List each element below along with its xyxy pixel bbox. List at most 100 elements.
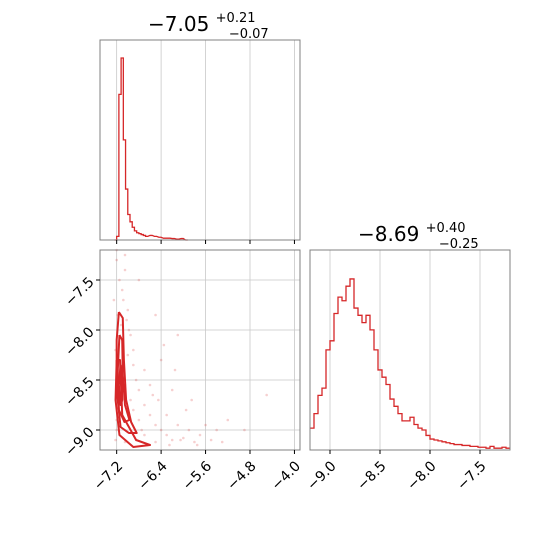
y-tick-label: −8.0 [62, 324, 97, 359]
scatter-point [126, 353, 130, 357]
scatter-point [190, 398, 193, 402]
scatter-point [148, 413, 152, 417]
scatter-point [215, 428, 218, 432]
scatter-point [168, 443, 171, 447]
scatter-point [176, 423, 180, 427]
scatter-point [154, 423, 157, 427]
marginal-histogram-param1: −7.05 +0.21 −0.07 [99, 3, 301, 244]
scatter-point [120, 288, 124, 292]
x-tick-label: −8.5 [354, 458, 389, 493]
x-tick-label: −5.6 [180, 458, 215, 493]
scatter-point [115, 428, 118, 432]
grid-lines [329, 250, 481, 450]
grid-lines [100, 250, 300, 450]
scatter-point [157, 398, 160, 402]
scatter-point [123, 268, 127, 272]
scatter-point [137, 418, 141, 422]
scatter-point [125, 318, 128, 322]
title-upper-error: +0.21 [216, 11, 256, 26]
scatter-point [159, 428, 163, 432]
x-tick-marks [329, 450, 481, 454]
scatter-point [134, 378, 138, 382]
panel-title: −7.05 +0.21 −0.07 [148, 3, 269, 42]
axes-frame [309, 249, 511, 451]
y-tick-label: −8.5 [62, 374, 97, 409]
histogram-step-line [114, 57, 188, 241]
x-tick-marks [116, 240, 295, 244]
scatter-point [209, 438, 213, 442]
scatter-point [220, 440, 224, 444]
scatter-point [118, 278, 121, 282]
y-tick-label: −7.5 [62, 274, 97, 309]
title-value: −8.69 [358, 222, 419, 246]
scatter-point [195, 443, 199, 447]
scatter-point [170, 388, 174, 392]
x-tick-label: −6.4 [135, 458, 170, 493]
histogram-step-line [310, 278, 510, 449]
scatter-point [132, 348, 135, 352]
title-lower-error: −0.25 [439, 237, 479, 252]
scatter-point [148, 383, 152, 387]
scatter-point [182, 436, 185, 440]
y-tick-label: −9.0 [62, 424, 97, 459]
scatter-point [112, 298, 116, 302]
scatter-point [129, 398, 132, 402]
scatter-point [143, 433, 146, 437]
scatter-points [112, 248, 268, 447]
scatter-point [126, 308, 130, 312]
scatter-point [140, 428, 143, 432]
scatter-point [115, 258, 118, 262]
x-tick-label: −4.0 [269, 458, 304, 493]
grid-lines [116, 40, 295, 240]
scatter-point [198, 433, 202, 437]
scatter-point [193, 440, 196, 444]
axes-frame [99, 249, 301, 451]
scatter-point [265, 393, 268, 397]
title-upper-error: +0.40 [426, 221, 466, 236]
joint-scatter-contour: −7.2 −6.4 −5.6 −4.8 −4.0 −7.5 −8.0 −8.5 −9.0 [62, 248, 304, 494]
scatter-point [179, 438, 182, 442]
scatter-point [165, 413, 168, 417]
scatter-point [154, 440, 157, 444]
x-tick-label: −7.5 [454, 458, 489, 493]
scatter-point [132, 408, 135, 412]
scatter-point [159, 358, 163, 362]
x-tick-label: −7.2 [91, 458, 126, 493]
scatter-point [184, 408, 188, 412]
scatter-point [143, 403, 146, 407]
scatter-point [123, 253, 127, 257]
scatter-point [122, 298, 125, 302]
scatter-point [154, 313, 157, 317]
marginal-histogram-param2: −9.0 −8.5 −8.0 −7.5 −8.69 +0.40 −0.25 [304, 213, 511, 494]
scatter-point [143, 368, 146, 372]
scatter-point [114, 438, 117, 442]
tick-marks [96, 279, 295, 454]
scatter-point [204, 423, 207, 427]
scatter-point [137, 278, 141, 282]
scatter-point [226, 418, 230, 422]
title-value: −7.05 [148, 12, 209, 36]
scatter-point [151, 393, 155, 397]
x-tick-labels: −9.0 −8.5 −8.0 −7.5 [304, 458, 489, 493]
scatter-point [119, 323, 123, 327]
x-tick-label: −9.0 [304, 458, 339, 493]
scatter-point [165, 433, 168, 437]
scatter-point [129, 333, 132, 337]
density-contours [114, 311, 151, 448]
scatter-point [137, 388, 141, 392]
x-tick-label: −4.8 [224, 458, 259, 493]
x-tick-label: −8.0 [404, 458, 439, 493]
contour-line [114, 359, 151, 448]
scatter-point [132, 363, 135, 367]
scatter-point [127, 328, 131, 332]
scatter-point [187, 428, 191, 432]
scatter-point [162, 343, 166, 347]
title-lower-error: −0.07 [229, 27, 269, 42]
scatter-point [173, 368, 177, 372]
scatter-point [243, 428, 246, 432]
panel-title: −8.69 +0.40 −0.25 [358, 213, 479, 252]
scatter-point [170, 438, 174, 442]
axes-frame [99, 39, 301, 241]
scatter-point [176, 333, 180, 337]
